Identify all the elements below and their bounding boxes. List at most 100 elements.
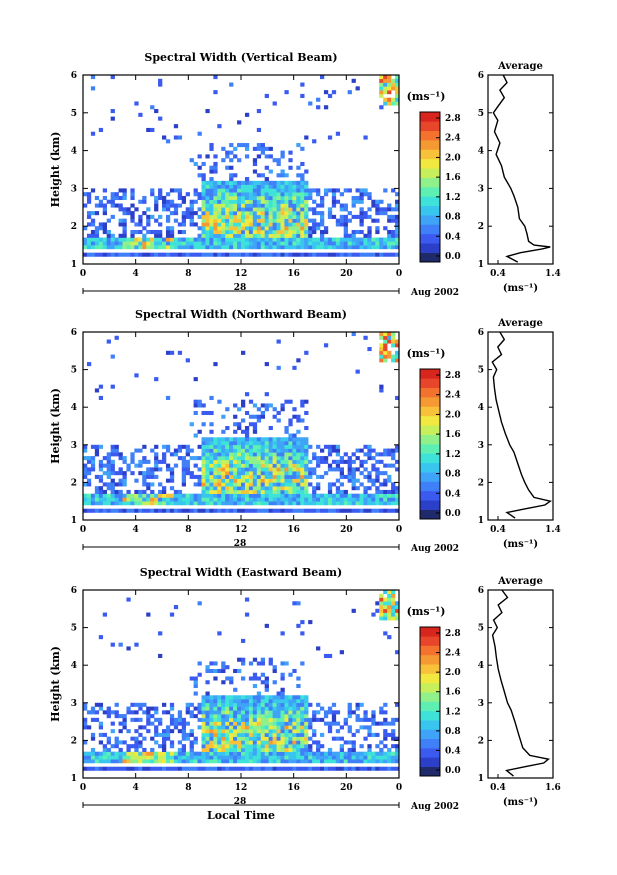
heatmap-cell: [300, 441, 305, 446]
heatmap-cell: [225, 452, 230, 457]
heatmap-cell: [316, 486, 321, 491]
heatmap-cell: [252, 180, 258, 185]
heatmap-cell: [241, 195, 246, 201]
heatmap-cell: [252, 493, 258, 498]
heatmap-cell: [296, 199, 301, 204]
heatmap-cell: [114, 714, 119, 719]
heatmap-cell: [359, 717, 364, 722]
heatmap-cell: [237, 482, 242, 487]
heatmap-cell: [221, 241, 226, 246]
heatmap-cell: [221, 721, 226, 726]
heatmap-cell: [229, 207, 234, 212]
heatmap-cell: [177, 729, 183, 734]
heatmap-cell: [154, 751, 159, 756]
heatmap-cell: [391, 717, 396, 722]
heatmap-cell: [138, 706, 143, 711]
heatmap-cell: [233, 699, 238, 704]
heatmap-cell: [146, 721, 151, 726]
heatmap-cell: [90, 508, 96, 513]
heatmap-cell: [118, 721, 123, 726]
heatmap-cell: [327, 452, 333, 457]
heatmap-cell: [284, 237, 289, 242]
heatmap-cell: [233, 146, 238, 151]
heatmap-cell: [146, 759, 151, 764]
heatmap-cell: [201, 459, 206, 464]
heatmap-cell: [221, 414, 226, 419]
heatmap-cell: [90, 501, 96, 506]
heatmap-cell: [209, 755, 214, 760]
heatmap-cell: [304, 766, 309, 771]
heatmap-cell: [276, 508, 281, 513]
heatmap-cell: [300, 759, 305, 764]
x-tick-label: 20: [340, 525, 353, 535]
heatmap-cell: [241, 252, 246, 257]
heatmap-cell: [217, 759, 222, 764]
heatmap-cell: [292, 192, 297, 197]
colorbar-frame: [419, 111, 441, 263]
heatmap-cell: [83, 192, 88, 197]
heatmap-cell: [185, 471, 190, 476]
heatmap-cell: [217, 188, 222, 193]
heatmap-cell: [296, 706, 301, 711]
heatmap-cell: [134, 478, 139, 483]
heatmap-cell: [276, 695, 281, 700]
heatmap-cell: [154, 245, 159, 250]
heatmap-cell: [154, 740, 159, 745]
heatmap-cell: [331, 736, 337, 741]
heatmap-cell: [264, 237, 269, 242]
heatmap-cell: [308, 493, 313, 498]
heatmap-cell: [237, 714, 242, 719]
heatmap-cell: [312, 139, 317, 144]
heatmap-cell: [272, 245, 277, 250]
heatmap-cell: [146, 751, 151, 756]
heatmap-cell: [165, 192, 171, 197]
heatmap-cell: [244, 710, 250, 715]
heatmap-cell: [300, 226, 305, 231]
heatmap-cell: [280, 755, 285, 760]
heatmap-cell: [162, 766, 167, 771]
heatmap-cell: [395, 489, 400, 494]
heatmap-cell: [252, 456, 258, 461]
heatmap-cell: [244, 459, 250, 464]
heatmap-cell: [268, 452, 273, 457]
heatmap-cell: [142, 755, 147, 760]
heatmap-cell: [237, 478, 242, 483]
heatmap-cell: [260, 657, 265, 662]
heatmap-cell: [154, 766, 159, 771]
heatmap-cell: [138, 702, 143, 707]
heatmap-cell: [106, 471, 111, 476]
heatmap-cell: [185, 252, 190, 257]
heatmap-cell: [221, 463, 226, 468]
heatmap-cell: [387, 593, 392, 598]
heatmap-cell: [276, 501, 281, 506]
heatmap-cell: [201, 245, 206, 250]
heatmap-cell: [395, 497, 400, 502]
heatmap-cell: [248, 717, 254, 722]
heatmap-cell: [292, 736, 297, 741]
heatmap-cell: [237, 471, 242, 476]
heatmap-cell: [371, 237, 376, 242]
heatmap-cell: [201, 501, 206, 506]
colorbar-tick-label: 0.4: [445, 489, 461, 499]
heatmap-cell: [225, 471, 230, 476]
heatmap-cell: [276, 218, 281, 223]
heatmap-cell: [260, 184, 265, 189]
heatmap-cell: [233, 173, 238, 178]
heatmap-cell: [379, 241, 384, 246]
heatmap-cell: [268, 195, 273, 201]
heatmap-cell: [209, 214, 214, 219]
heatmap-cell: [98, 635, 104, 640]
heatmap-cell: [292, 725, 297, 730]
heatmap-cell: [102, 252, 107, 257]
heatmap-cell: [323, 710, 329, 715]
heatmap-cell: [280, 725, 285, 730]
y-tick-label: 5: [71, 366, 77, 376]
heatmap-cell: [229, 459, 234, 464]
heatmap-cell: [201, 497, 206, 502]
heatmap-cell: [343, 489, 348, 494]
heatmap-cell: [363, 497, 368, 502]
heatmap-cell: [229, 729, 234, 734]
heatmap-cell: [276, 467, 281, 472]
heatmap-cell: [264, 695, 269, 700]
heatmap-cell: [181, 456, 186, 461]
